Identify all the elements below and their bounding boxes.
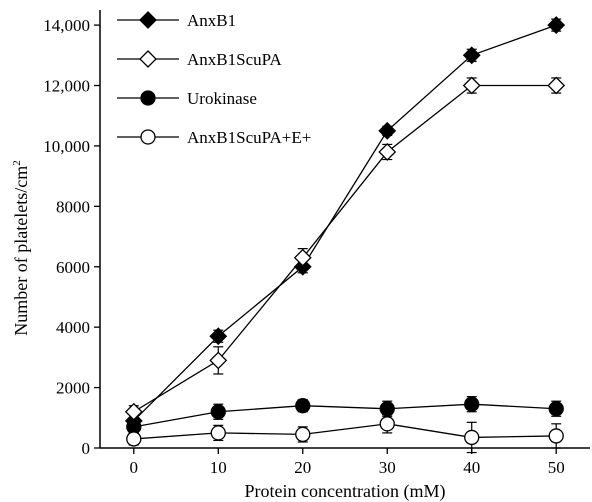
data-point: [293, 248, 312, 267]
data-point: [548, 401, 564, 417]
series-3: [126, 396, 564, 435]
data-point: [295, 398, 311, 414]
y-tick-label: 6000: [56, 258, 90, 277]
y-tick-label: 8000: [56, 197, 90, 216]
series-line: [133, 423, 557, 440]
y-tick-label: 14,000: [43, 16, 90, 35]
y-axis-title: Number of platelets/cm2: [11, 160, 31, 335]
x-tick-label: 0: [130, 458, 139, 477]
legend-label: AnxB1: [187, 11, 236, 30]
series-line: [133, 84, 557, 413]
legend-marker: [139, 50, 157, 68]
legend-entry-2: AnxB1ScuPA: [117, 50, 283, 69]
series-line: [133, 403, 557, 428]
data-point: [548, 428, 564, 444]
legend-marker: [139, 11, 157, 29]
y-tick-label: 4000: [56, 318, 90, 337]
data-point: [378, 143, 397, 161]
y-tick-label: 0: [82, 439, 91, 458]
legend-label: AnxB1ScuPA+E+: [187, 128, 311, 147]
data-point: [295, 426, 311, 443]
x-axis-title: Protein concentration (mM): [245, 481, 446, 502]
legend-entry-4: AnxB1ScuPA+E+: [117, 128, 311, 147]
series-1: [124, 16, 566, 430]
data-point: [462, 46, 481, 65]
data-point: [464, 429, 480, 446]
legend: AnxB1 AnxB1ScuPA Urokinase AnxB1ScuPA+E+: [117, 11, 311, 147]
y-tick-label: 10,000: [43, 137, 90, 156]
legend-entry-3: Urokinase: [117, 89, 257, 108]
legend-entry-1: AnxB1: [117, 11, 236, 30]
data-point: [379, 416, 395, 432]
y-tick-label: 12,000: [43, 77, 90, 96]
series-line: [133, 24, 557, 422]
series-2: [124, 76, 566, 421]
data-point: [209, 327, 228, 346]
axes: 0 2000 4000 6000 8000 10,000 12,000 14,000 0 10 20…: [43, 10, 590, 477]
data-point: [124, 402, 143, 421]
x-tick-label: 50: [548, 458, 565, 477]
x-tick-label: 20: [294, 458, 311, 477]
x-tick-label: 30: [379, 458, 396, 477]
legend-marker: [140, 129, 156, 145]
x-tick-label: 10: [210, 458, 227, 477]
data-point: [210, 404, 226, 420]
plot-area: [124, 16, 566, 454]
data-point: [126, 431, 142, 447]
legend-label: AnxB1ScuPA: [187, 50, 283, 69]
legend-marker: [140, 90, 156, 106]
data-point: [462, 76, 481, 95]
x-tick-label: 40: [463, 458, 480, 477]
series-4: [126, 414, 564, 454]
data-point: [547, 76, 566, 95]
y-tick-label: 2000: [56, 379, 90, 398]
data-point: [210, 425, 226, 441]
data-point: [464, 396, 480, 412]
legend-label: Urokinase: [187, 89, 257, 108]
data-point: [379, 401, 395, 417]
data-point: [547, 16, 566, 35]
data-point: [378, 121, 397, 140]
data-point: [209, 351, 228, 370]
